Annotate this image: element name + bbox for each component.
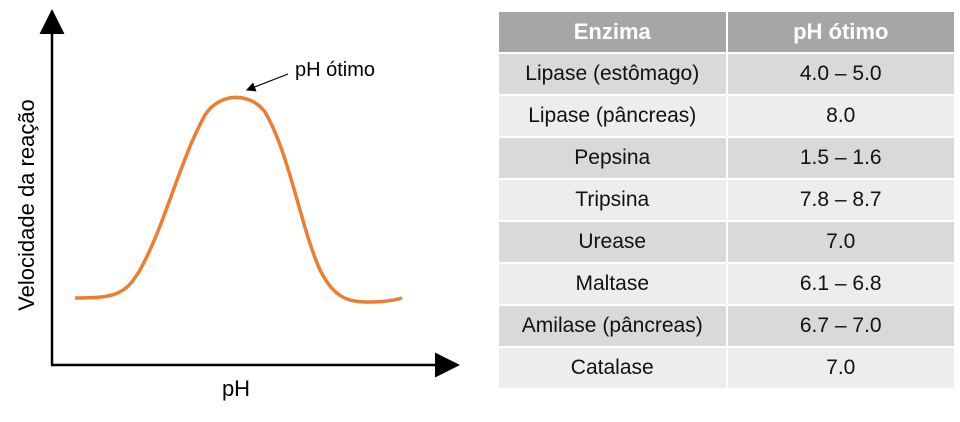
enzyme-cell: Maltase (497, 262, 728, 306)
ph-curve-diagram: pH ótimo pH Velocidade da reação (14, 9, 460, 401)
optimum-label: pH ótimo (295, 59, 375, 81)
enzyme-cell: Amilase (pâncreas) (497, 304, 728, 348)
table-row: Lipase (pâncreas) 8.0 (497, 94, 956, 138)
optimal-ph-cell: 8.0 (725, 94, 956, 138)
enzyme-cell: Lipase (estômago) (497, 52, 728, 96)
optimal-ph-cell: 7.0 (725, 346, 956, 390)
optimal-ph-cell: 6.7 – 7.0 (725, 304, 956, 348)
enzyme-cell: Urease (497, 220, 728, 264)
y-axis-label: Velocidade da reação (14, 99, 39, 311)
activity-curve (74, 95, 403, 304)
table-row: Maltase 6.1 – 6.8 (497, 262, 956, 306)
optimal-ph-cell: 7.8 – 8.7 (725, 178, 956, 222)
optimal-ph-cell: 7.0 (725, 220, 956, 264)
table-row: Pepsina 1.5 – 1.6 (497, 136, 956, 180)
enzyme-ph-table: Enzima pH ótimo Lipase (estômago) 4.0 – 5… (497, 10, 956, 390)
table-row: Urease 7.0 (497, 220, 956, 264)
optimal-ph-cell: 6.1 – 6.8 (725, 262, 956, 306)
enzyme-cell: Tripsina (497, 178, 728, 222)
optimal-ph-cell: 4.0 – 5.0 (725, 52, 956, 96)
optimal-ph-cell: 1.5 – 1.6 (725, 136, 956, 180)
enzyme-cell: Pepsina (497, 136, 728, 180)
header-enzyme: Enzima (497, 10, 728, 54)
table-row: Amilase (pâncreas) 6.7 – 7.0 (497, 304, 956, 348)
table-row: Catalase 7.0 (497, 346, 956, 390)
x-axis-label: pH (222, 376, 250, 401)
optimum-arrow (245, 73, 289, 92)
table-row: Lipase (estômago) 4.0 – 5.0 (497, 52, 956, 96)
header-optimal-ph: pH ótimo (725, 10, 956, 54)
table-header: Enzima pH ótimo (497, 10, 956, 54)
enzyme-cell: Lipase (pâncreas) (497, 94, 728, 138)
enzyme-cell: Catalase (497, 346, 728, 390)
table-row: Tripsina 7.8 – 8.7 (497, 178, 956, 222)
